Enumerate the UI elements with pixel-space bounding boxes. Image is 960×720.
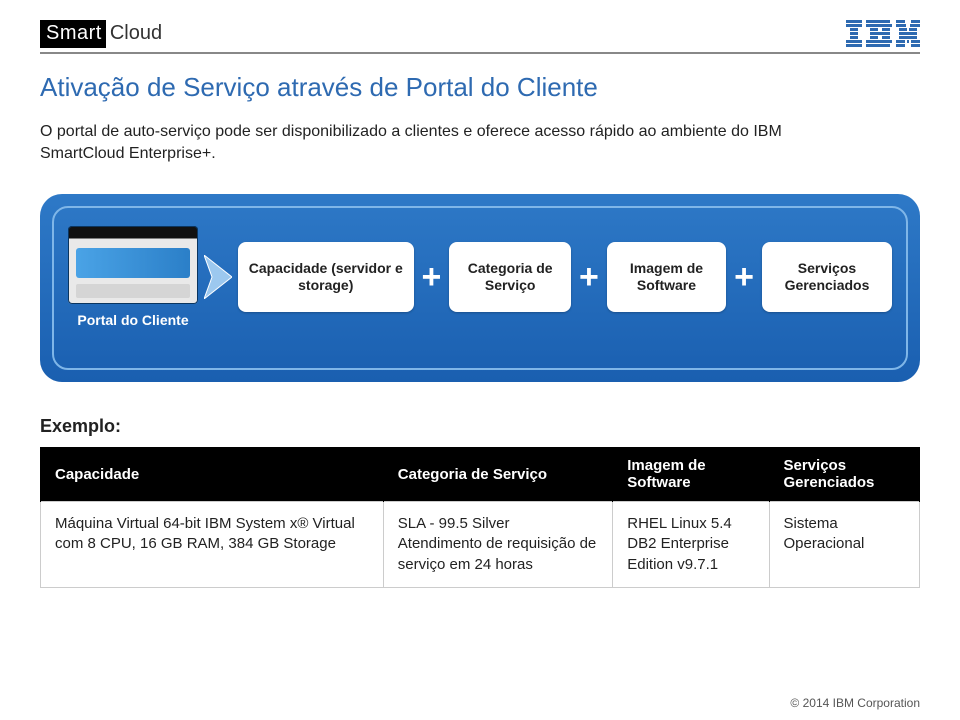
pipeline-inner: Portal do Cliente Capacidade (servidor e…	[52, 206, 908, 370]
table-header-row: Capacidade Categoria de Serviço Imagem d…	[41, 447, 920, 502]
chip-image: Imagem de Software	[607, 242, 726, 312]
ibm-logo-icon	[846, 20, 920, 48]
cell-services: Sistema Operacional	[769, 502, 920, 588]
brand: Smart Cloud	[40, 20, 164, 48]
col-capacity: Capacidade	[41, 447, 384, 502]
page-title: Ativação de Serviço através de Portal do…	[40, 72, 920, 103]
header-divider	[40, 52, 920, 54]
example-table: Capacidade Categoria de Serviço Imagem d…	[40, 447, 920, 588]
chip-capacity: Capacidade (servidor e storage)	[238, 242, 414, 312]
header: Smart Cloud	[40, 0, 920, 48]
chip-category: Categoria de Serviço	[449, 242, 571, 312]
brand-smart: Smart	[40, 20, 106, 48]
brand-cloud: Cloud	[108, 20, 164, 48]
cell-capacity: Máquina Virtual 64-bit IBM System x® Vir…	[41, 502, 384, 588]
portal-column: Portal do Cliente	[68, 226, 198, 328]
col-image: Imagem de Software	[613, 447, 769, 502]
example-label: Exemplo:	[40, 416, 920, 437]
page-subtitle: O portal de auto-serviço pode ser dispon…	[40, 121, 860, 164]
col-services: Serviços Gerenciados	[769, 447, 920, 502]
portal-thumbnail-icon	[68, 226, 198, 304]
plus-icon: +	[420, 260, 444, 294]
table-row: Máquina Virtual 64-bit IBM System x® Vir…	[41, 502, 920, 588]
portal-label: Portal do Cliente	[77, 312, 188, 328]
col-category: Categoria de Serviço	[383, 447, 612, 502]
plus-icon: +	[732, 260, 756, 294]
footer-copyright: © 2014 IBM Corporation	[790, 696, 920, 710]
pipeline-panel: Portal do Cliente Capacidade (servidor e…	[40, 194, 920, 382]
arrow-icon	[204, 255, 232, 299]
plus-icon: +	[577, 260, 601, 294]
cell-category: SLA - 99.5 SilverAtendimento de requisiç…	[383, 502, 612, 588]
chip-services: Serviços Gerenciados	[762, 242, 892, 312]
cell-image: RHEL Linux 5.4DB2 Enterprise Edition v9.…	[613, 502, 769, 588]
